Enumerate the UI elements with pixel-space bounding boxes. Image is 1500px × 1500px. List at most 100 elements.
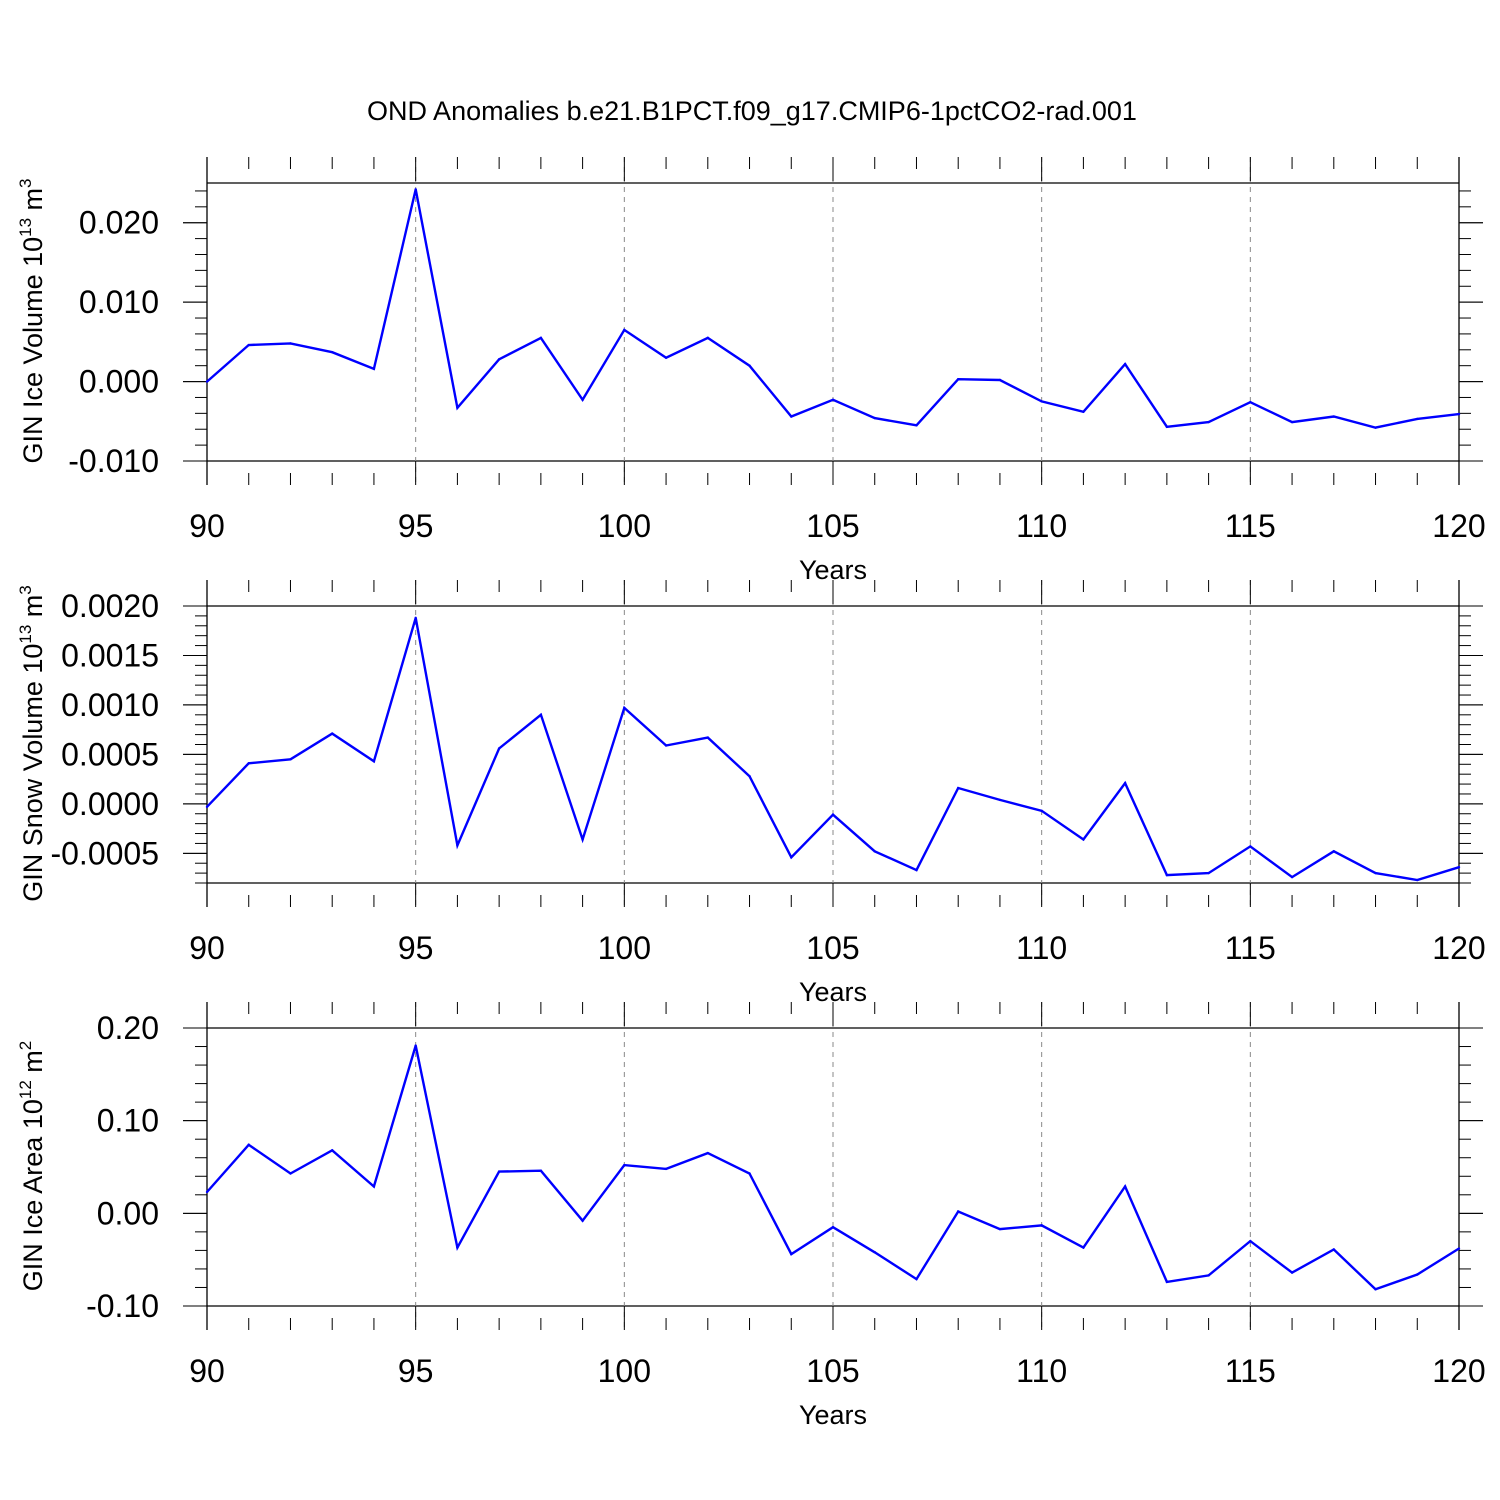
data-point [664, 1167, 668, 1171]
data-point [915, 1277, 918, 1281]
x-tick-label: 90 [189, 930, 225, 966]
data-point [372, 760, 376, 763]
data-point [205, 805, 209, 809]
y-tick-label: 0.20 [97, 1010, 159, 1046]
data-point [1040, 1224, 1043, 1227]
data-point [998, 1227, 1002, 1231]
figure-title: OND Anomalies b.e21.B1PCT.f09_g17.CMIP6-… [367, 96, 1137, 126]
data-point [1332, 415, 1336, 418]
data-point [664, 356, 668, 359]
data-point [205, 1190, 209, 1194]
x-tick-label: 100 [598, 508, 651, 544]
data-point [456, 844, 459, 847]
data-point [1374, 871, 1377, 875]
data-point [873, 850, 876, 853]
data-point [331, 1149, 334, 1152]
x-tick-label: 105 [806, 508, 859, 544]
data-point [1165, 873, 1169, 877]
y-tick-label: 0.0000 [61, 786, 159, 822]
x-tick-label: 90 [189, 1353, 225, 1389]
y-axis-label-superscript: 13 [16, 625, 35, 644]
x-tick-label: 120 [1432, 508, 1485, 544]
data-point [915, 868, 918, 872]
data-point [414, 188, 417, 191]
data-point [1457, 865, 1461, 869]
x-tick-label: 100 [598, 1353, 651, 1389]
data-point [414, 1044, 417, 1047]
y-axis-label-text: GIN Snow Volume 10 [18, 644, 48, 902]
y-tick-label: 0.000 [79, 364, 159, 400]
x-tick-label: 95 [398, 930, 434, 966]
data-point [497, 747, 501, 750]
data-point [1374, 1288, 1377, 1291]
y-axis-label-superscript: 3 [16, 585, 35, 594]
data-point [414, 616, 417, 620]
data-point [456, 1246, 459, 1249]
data-point [289, 758, 292, 761]
x-tick-label: 120 [1432, 1353, 1485, 1389]
data-point [1123, 1185, 1127, 1188]
data-point [706, 736, 709, 739]
data-point [1290, 875, 1294, 879]
data-point [957, 1210, 960, 1213]
chart-panel-1: 90 95 100 105 110 115 120Years0.0200.0100.000-… [16, 157, 1486, 585]
y-axis-label: GIN Ice Volume 1013 m3 [16, 178, 48, 463]
data-point [1249, 845, 1252, 848]
x-tick-label: 115 [1225, 1353, 1276, 1389]
data-point [1374, 426, 1377, 429]
y-axis-label-superscript: 12 [16, 1080, 35, 1099]
chart-panel-2: 90 95 100 105 110 115 120Years0.00200.00150.00… [16, 580, 1486, 1007]
x-tick-label: 105 [806, 1353, 859, 1389]
data-point [664, 744, 668, 747]
data-point [957, 786, 960, 790]
data-point [247, 1143, 250, 1146]
data-point [289, 1172, 292, 1175]
data-point [831, 813, 835, 816]
data-point [539, 336, 543, 340]
y-tick-label: -0.0005 [50, 835, 159, 871]
data-point [915, 424, 918, 427]
data-point [1249, 1239, 1252, 1243]
y-axis-label-text: m [18, 188, 48, 218]
y-axis-label-text: m [18, 1050, 48, 1080]
data-point [831, 398, 835, 402]
data-point [1416, 878, 1419, 882]
x-axis-label: Years [799, 1400, 867, 1430]
data-point [456, 406, 459, 409]
data-point [706, 336, 709, 340]
y-axis-label-superscript: 2 [16, 1041, 35, 1050]
data-point [1207, 420, 1210, 424]
x-tick-label: 100 [598, 930, 651, 966]
data-point [790, 856, 793, 859]
data-point [581, 838, 584, 841]
data-point [581, 398, 584, 402]
data-point [748, 1172, 751, 1175]
x-tick-label: 115 [1225, 930, 1276, 966]
data-point [706, 1151, 709, 1155]
x-tick-label: 95 [398, 508, 434, 544]
data-point [831, 1226, 835, 1229]
y-tick-label: 0.010 [79, 284, 159, 320]
data-point [1165, 1280, 1169, 1284]
data-point [247, 343, 250, 347]
data-point [1082, 1246, 1085, 1249]
y-axis-label-text: m [18, 595, 48, 625]
data-point [1082, 410, 1085, 413]
y-tick-label: 0.00 [97, 1195, 159, 1231]
chart-panel-3: 90 95 100 105 110 115 120 Years 0.20 0.10 0.00 -0.1… [16, 1002, 1486, 1430]
x-tick-label: 110 [1016, 930, 1067, 966]
data-point [372, 1185, 376, 1188]
x-tick-label: 110 [1016, 508, 1067, 544]
data-point [623, 706, 626, 710]
data-point [873, 416, 876, 420]
data-point [539, 713, 543, 717]
data-point [497, 1170, 501, 1173]
panels: 90 95 100 105 110 115 120 Years 0.020 0.010 0.000 -… [16, 157, 1486, 1430]
data-point [790, 1252, 793, 1256]
data-point [623, 1163, 626, 1167]
data-point [1040, 809, 1043, 812]
data-point [1290, 420, 1294, 424]
y-axis-label-text: GIN Ice Volume 10 [18, 237, 48, 464]
y-tick-label: 0.0015 [61, 637, 159, 673]
